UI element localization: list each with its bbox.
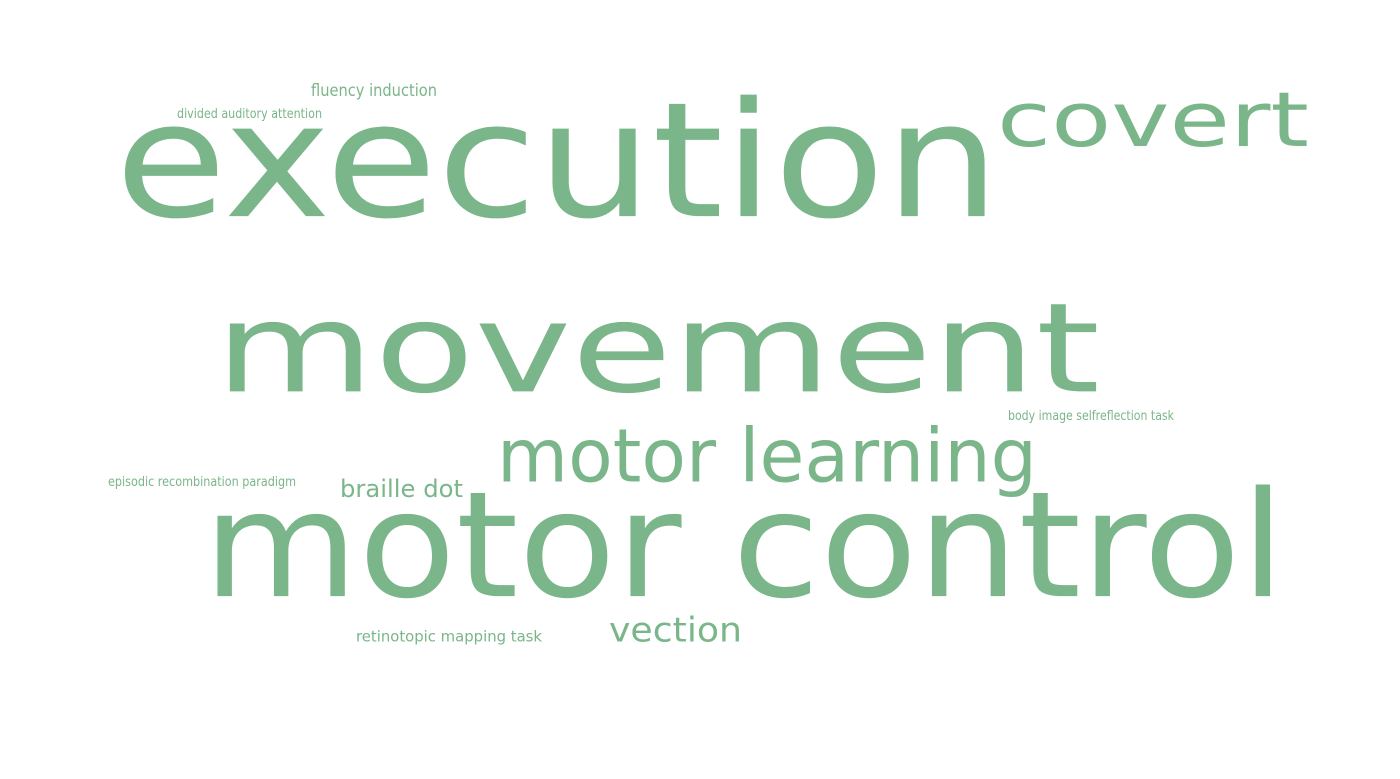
word-body-image-selfreflection-task: body image selfreflection task (1008, 408, 1174, 424)
word-episodic-recombination-paradigm: episodic recombination paradigm (108, 474, 296, 490)
word-motor-learning: motor learning (497, 413, 1037, 500)
word-execution: execution (115, 68, 1000, 255)
word-fluency-induction: fluency induction (311, 80, 437, 101)
word-movement: movement (215, 277, 1100, 422)
word-braille-dot: braille dot (340, 474, 463, 503)
word-retinotopic-mapping-task: retinotopic mapping task (356, 628, 542, 646)
word-vection: vection (609, 609, 742, 650)
word-motor-control: motor control (203, 459, 1285, 632)
word-divided-auditory-attention: divided auditory attention (177, 106, 322, 122)
word-covert: covert (997, 75, 1309, 165)
